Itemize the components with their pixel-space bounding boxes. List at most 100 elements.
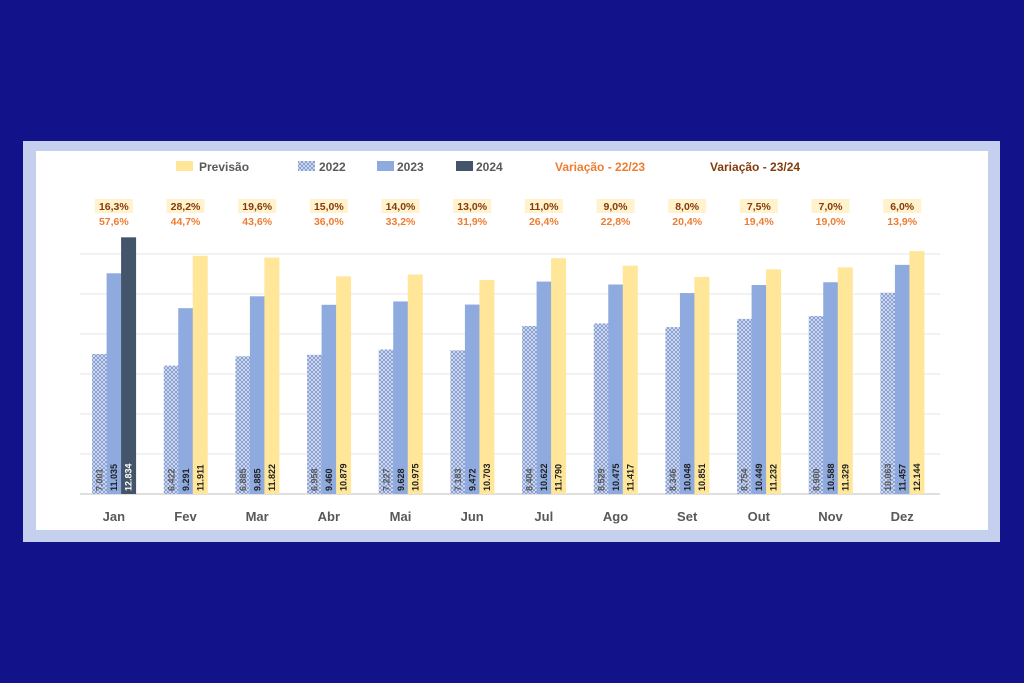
legend-label-2023: 2023 [397, 160, 424, 174]
bar-label-previsao-dez: 12.144 [912, 463, 922, 491]
bar-label-previsao-fev: 11.911 [195, 464, 205, 491]
bar-2022-out [737, 318, 753, 494]
variation-23-24-highlight [309, 199, 348, 213]
variation-labels: 16,3% 57,6% 28,2% 44,7% 19,6% 43,6% 15,0% 36,0%… [94, 199, 922, 228]
bar-2022-abr [307, 354, 323, 494]
legend-item-previsao: Previsão [176, 160, 249, 174]
bar-label-previsao-out: 11.232 [769, 464, 779, 491]
x-tick-mar: Mar [246, 509, 269, 524]
bar-label-2022-fev: 6.422 [166, 468, 176, 491]
bar-2023-mai [393, 301, 409, 494]
variation-22-23-fev: 44,7% [171, 216, 201, 228]
bar-label-previsao-mar: 11.822 [267, 464, 277, 491]
legend-swatch-previsao [176, 161, 193, 171]
variation-22-23-set: 20,4% [672, 216, 702, 228]
bar-2023-abr [321, 304, 337, 494]
variation-23-24-highlight [166, 199, 205, 213]
variation-23-24-fev: 28,2% [171, 201, 201, 213]
variation-23-24-set: 8,0% [675, 201, 700, 213]
legend-swatch-2023 [377, 161, 394, 171]
bar-2022-mai [378, 349, 394, 494]
variation-23-24-jan: 16,3% [99, 201, 129, 213]
variation-23-24-ago: 9,0% [604, 201, 629, 213]
variation-22-23-jan: 57,6% [99, 216, 129, 228]
variation-22-23-out: 19,4% [744, 216, 774, 228]
bar-previsao-jun [479, 279, 495, 494]
bar-label-2023-set: 10.048 [682, 463, 692, 491]
variation-23-24-highlight [381, 199, 420, 213]
bar-label-2023-mar: 9.885 [252, 468, 262, 491]
legend-item-2022: 2022 [298, 160, 346, 174]
x-tick-out: Out [748, 509, 771, 524]
bar-label-2023-jul: 10.622 [539, 463, 549, 491]
bar-label-2022-jun: 7.183 [453, 468, 463, 491]
x-tick-jun: Jun [461, 509, 484, 524]
bar-2023-set [679, 293, 695, 494]
x-tick-jul: Jul [534, 509, 553, 524]
x-tick-nov: Nov [818, 509, 843, 524]
bar-label-2022-jul: 8.404 [525, 468, 535, 491]
x-tick-abr: Abr [318, 509, 340, 524]
bar-label-2022-dez: 10.063 [883, 463, 893, 491]
variation-22-23-mar: 43,6% [242, 216, 272, 228]
variation-22-23-jul: 26,4% [529, 216, 559, 228]
bar-label-2022-set: 8.346 [668, 468, 678, 491]
x-tick-dez: Dez [891, 509, 915, 524]
variation-23-24-mar: 19,6% [242, 201, 272, 213]
legend-item-2024: 2024 [456, 160, 503, 174]
bar-previsao-ago [622, 265, 638, 494]
bar-previsao-nov [837, 267, 853, 494]
bar-label-2023-dez: 11.457 [897, 464, 907, 491]
bar-2022-fev [163, 365, 179, 494]
legend-label-previsao: Previsão [199, 160, 249, 174]
bar-label-2023-ago: 10.475 [611, 463, 621, 491]
bar-label-2022-mar: 6.885 [238, 468, 248, 491]
variation-23-24-nov: 7,0% [819, 201, 844, 213]
bar-label-2023-nov: 10.588 [826, 463, 836, 491]
bar-label-2023-mai: 9.628 [396, 468, 406, 491]
legend-swatch-2024 [456, 161, 473, 171]
bar-2023-mar [249, 296, 265, 494]
bar-2022-ago [593, 323, 609, 494]
bar-label-2022-out: 8.754 [740, 468, 750, 491]
bar-value-labels: 7.001 11.035 12.834 6.422 9.291 11.911 6.885 9.… [95, 463, 922, 491]
legend-item-2023: 2023 [377, 160, 424, 174]
x-axis: Jan Fev Mar Abr Mai Jun Jul Ago Set Out Nov Dez [103, 509, 915, 524]
bar-label-2023-jun: 9.472 [467, 468, 477, 491]
legend-label-var-23-24: Variação - 23/24 [710, 160, 800, 174]
bar-2022-jul [522, 325, 538, 494]
variation-23-24-highlight [883, 199, 922, 213]
variation-22-23-abr: 36,0% [314, 216, 344, 228]
bar-label-2023-abr: 9.460 [324, 468, 334, 491]
bar-previsao-fev [192, 255, 208, 494]
bar-2022-mar [235, 356, 251, 494]
bar-label-2022-ago: 8.529 [596, 468, 606, 491]
variation-22-23-jun: 31,9% [457, 216, 487, 228]
variation-23-24-highlight [453, 199, 492, 213]
bar-2022-nov [808, 316, 824, 494]
variation-23-24-highlight [238, 199, 277, 213]
variation-23-24-abr: 15,0% [314, 201, 344, 213]
variation-23-24-highlight [524, 199, 563, 213]
bar-2023-jun [464, 304, 480, 494]
x-tick-fev: Fev [174, 509, 197, 524]
bar-2023-ago [608, 284, 624, 494]
bar-2023-jul [536, 281, 552, 494]
bar-previsao-dez [909, 251, 925, 494]
variation-23-24-highlight [739, 199, 778, 213]
bar-label-previsao-jul: 11.790 [554, 464, 564, 491]
variation-23-24-jun: 13,0% [457, 201, 487, 213]
bar-2023-out [751, 285, 767, 494]
bar-label-2023-fev: 9.291 [181, 468, 191, 491]
bar-previsao-set [694, 276, 710, 494]
bar-previsao-abr [336, 276, 352, 494]
bar-label-2022-nov: 8.900 [811, 468, 821, 491]
variation-22-23-nov: 19,0% [816, 216, 846, 228]
legend-swatch-2022 [298, 161, 315, 171]
bar-label-previsao-abr: 10.879 [339, 463, 349, 491]
bar-2022-jan [92, 353, 108, 494]
bar-label-previsao-set: 10.851 [697, 463, 707, 491]
bar-label-previsao-jun: 10.703 [482, 463, 492, 491]
bars [92, 237, 925, 494]
